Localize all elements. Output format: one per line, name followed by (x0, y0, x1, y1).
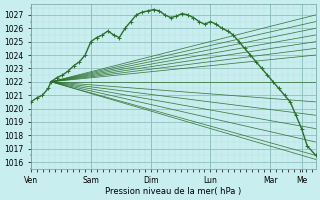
X-axis label: Pression niveau de la mer( hPa ): Pression niveau de la mer( hPa ) (105, 187, 242, 196)
